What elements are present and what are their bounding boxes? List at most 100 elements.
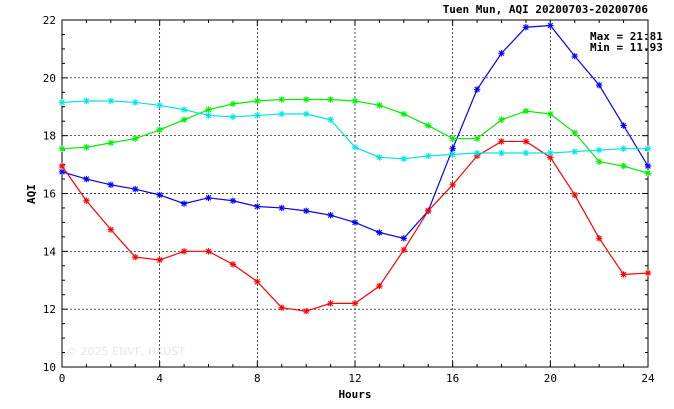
data-point [449,151,456,158]
data-point [400,110,408,118]
watermark: © 2025 ENVF, HKUST [66,345,185,358]
x-axis-label: Hours [338,388,371,401]
data-point [425,207,432,215]
data-point [400,246,408,254]
data-point [156,126,163,134]
data-point [180,200,188,207]
data-point [376,102,383,109]
data-point [327,116,334,123]
data-point [107,139,115,147]
data-point [473,149,481,157]
data-point [571,191,578,199]
data-point [302,96,310,103]
y-tick-label: 20 [43,72,56,85]
data-point [522,107,530,115]
data-point [376,282,383,290]
data-point [107,97,115,105]
x-tick-label: 12 [348,372,361,385]
data-point [522,149,530,157]
data-point [547,110,554,118]
data-point [400,155,408,162]
data-point [498,116,505,123]
data-point [620,271,627,278]
data-point [58,99,66,106]
data-point [620,162,627,170]
x-axis: 0 4 8 12 16 20 24 [59,20,655,385]
data-point [278,304,285,311]
data-point [205,248,212,255]
data-point [473,135,481,142]
data-point [498,138,505,145]
y-tick-label: 22 [43,14,56,27]
data-point [351,300,359,307]
data-point [254,278,261,285]
data-point [449,145,456,152]
data-point [376,229,383,236]
x-tick-label: 20 [544,372,557,385]
data-point [351,219,359,226]
data-point [571,129,578,136]
data-point [547,22,554,29]
data-point [229,261,237,268]
data-point [351,144,359,151]
data-point [156,256,163,264]
chart-title: Tuen Mun, AQI 20200703-20200706 [443,3,649,16]
data-point [498,50,505,57]
data-point [620,122,627,129]
data-point [83,144,90,151]
data-point [58,162,66,170]
data-point [229,197,237,204]
data-point [229,100,237,108]
y-axis: 10 12 14 16 18 20 22 [43,14,648,374]
x-tick-label: 16 [446,372,459,385]
data-point [205,112,212,119]
data-point [180,248,188,255]
data-point [205,194,212,202]
data-point [644,170,652,177]
data-point [278,204,285,212]
data-point [376,154,383,161]
data-point [351,97,359,105]
y-tick-label: 14 [43,245,57,258]
data-point [522,138,530,145]
data-point [547,149,554,157]
data-point [132,135,139,142]
data-point [278,110,285,118]
data-point [180,116,188,123]
data-point [571,148,578,155]
data-point [571,52,578,60]
y-tick-label: 16 [43,188,56,201]
data-point [644,269,652,277]
data-point [254,112,261,119]
data-point [644,162,652,170]
y-axis-label: AQI [25,184,38,204]
x-tick-label: 4 [156,372,163,385]
data-point [58,168,66,176]
x-tick-label: 8 [254,372,261,385]
grid-lines [62,20,648,367]
y-tick-label: 12 [43,303,56,316]
data-point [498,149,505,157]
data-point [595,81,603,89]
data-point [83,175,90,183]
data-point [180,106,188,113]
x-tick-label: 24 [641,372,655,385]
data-point [83,197,90,204]
data-point [644,145,652,152]
data-point [425,152,432,160]
y-tick-label: 10 [43,361,56,374]
data-point [58,145,66,152]
data-point [473,86,481,93]
data-point [278,96,285,103]
data-point [302,307,310,315]
data-point [595,235,603,242]
data-point [205,106,212,113]
x-tick-label: 0 [59,372,66,385]
data-point [132,185,139,193]
data-point [522,24,530,31]
data-point [229,113,237,121]
y-tick-label: 18 [43,130,56,143]
data-point [449,135,456,142]
data-point [620,145,627,152]
